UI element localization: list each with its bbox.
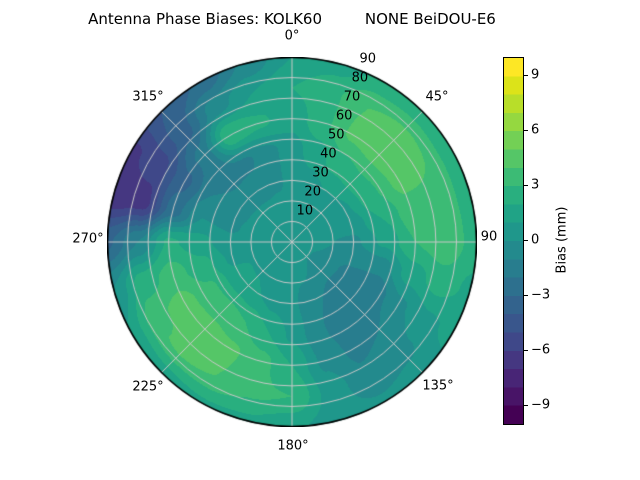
colorbar-axis-label: Bias (mm) (554, 206, 570, 274)
radial-tick-label: 20 (304, 184, 321, 200)
angular-tick-label: 225° (132, 379, 164, 395)
colorbar-tick-mark (524, 130, 528, 132)
colorbar-tick-label: −9 (531, 397, 551, 413)
radial-tick-label: 60 (335, 108, 353, 124)
colorbar-tick-mark (524, 294, 528, 296)
angular-tick-label: 180° (277, 438, 309, 454)
colorbar-tick-mark (524, 185, 528, 187)
colorbar-tick-label: −3 (531, 287, 551, 303)
polar-contour-plot (107, 57, 477, 427)
colorbar-tick-label: 6 (531, 122, 540, 138)
radial-tick-label: 70 (343, 89, 361, 105)
radial-tick-label: 10 (296, 203, 314, 219)
colorbar-tick-label: 0 (531, 232, 540, 248)
radial-tick-label: 80 (351, 70, 369, 86)
colorbar-tick-mark (524, 240, 528, 241)
chart-title: Antenna Phase Biases: KOLK60 NONE BeiDOU… (88, 10, 496, 28)
radial-tick-label: 30 (312, 165, 329, 181)
colorbar-tick-label: 9 (531, 67, 540, 83)
colorbar-tick-mark (524, 75, 528, 77)
angular-tick-label: 270° (72, 231, 104, 247)
angular-tick-label: 315° (132, 89, 164, 105)
angular-tick-label: 45° (425, 89, 449, 105)
radial-tick-label: 90 (359, 51, 377, 67)
colorbar-tick-mark (524, 404, 528, 406)
colorbar (503, 57, 524, 425)
colorbar-tick-label: 3 (531, 177, 540, 193)
angular-tick-label: 0° (284, 28, 300, 44)
colorbar-tick-mark (524, 349, 528, 351)
radial-tick-label: 40 (320, 146, 337, 162)
radial-tick-label: 50 (328, 127, 345, 143)
angular-tick-label: 90 (480, 229, 498, 245)
colorbar-tick-label: −6 (531, 342, 551, 358)
angular-tick-label: 135° (422, 378, 454, 394)
